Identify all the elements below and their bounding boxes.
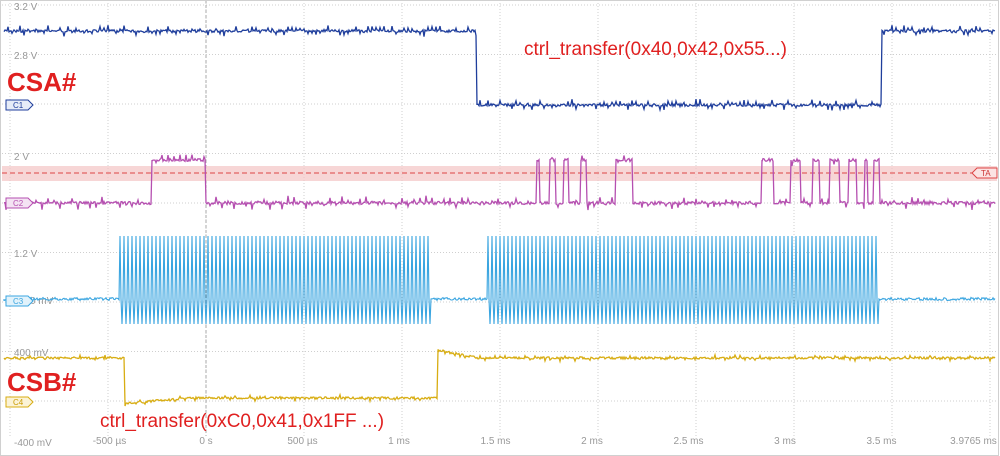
y-tick-labels: 3.2 V 2.8 V 2 V 1.2 V 0 mV 400 mV -400 m… bbox=[14, 2, 54, 449]
x-tick-label: 1.5 ms bbox=[480, 436, 510, 447]
series-ch3-trace bbox=[3, 235, 996, 325]
channel-marker-label: C4 bbox=[13, 398, 24, 407]
y-tick-label: 0 mV bbox=[30, 296, 54, 307]
traces bbox=[3, 23, 996, 407]
channel-markers: C1 C2 C3 C4 TA bbox=[5, 99, 998, 408]
y-tick-label: 1.2 V bbox=[14, 249, 38, 260]
y-tick-label: 2 V bbox=[14, 152, 29, 163]
csa-transfer-annotation: ctrl_transfer(0x40,0x42,0x55...) bbox=[524, 39, 787, 60]
annotations: CSA# CSB# ctrl_transfer(0x40,0x42,0x55..… bbox=[7, 39, 787, 432]
series-ch1-trace bbox=[3, 23, 996, 113]
channel-4-marker[interactable]: C4 bbox=[5, 396, 34, 408]
channel-marker-label: C1 bbox=[13, 101, 24, 110]
x-tick-labels: -500 µs 0 s 500 µs 1 ms 1.5 ms 2 ms 2.5 ms 3 ms… bbox=[93, 436, 997, 447]
x-tick-label: 3.5 ms bbox=[866, 436, 896, 447]
x-tick-label: 3.9765 ms bbox=[950, 436, 997, 447]
channel-3-marker[interactable]: C3 bbox=[5, 295, 34, 307]
series-ch2-trace bbox=[3, 154, 996, 211]
y-tick-label: 2.8 V bbox=[14, 51, 38, 62]
x-tick-label: 3 ms bbox=[774, 436, 796, 447]
x-tick-label: 2.5 ms bbox=[673, 436, 703, 447]
channel-marker-label: C3 bbox=[13, 297, 24, 306]
x-tick-label: 2 ms bbox=[581, 436, 603, 447]
csb-label: CSB# bbox=[7, 367, 77, 397]
csb-transfer-annotation: ctrl_transfer(0xC0,0x41,0x1FF ...) bbox=[100, 411, 384, 432]
x-tick-label: 1 ms bbox=[388, 436, 410, 447]
y-tick-label: -400 mV bbox=[14, 438, 52, 449]
x-tick-label: 500 µs bbox=[287, 436, 317, 447]
channel-1-marker[interactable]: C1 bbox=[5, 99, 34, 111]
trigger-level-band bbox=[2, 166, 997, 181]
y-tick-label: 400 mV bbox=[14, 348, 49, 359]
series-ch4-trace bbox=[3, 349, 996, 407]
trigger-marker-label: TA bbox=[981, 169, 991, 178]
y-tick-label: 3.2 V bbox=[14, 2, 38, 13]
x-tick-label: 0 s bbox=[199, 436, 212, 447]
x-tick-label: -500 µs bbox=[93, 436, 127, 447]
channel-2-marker[interactable]: C2 bbox=[5, 197, 34, 209]
channel-marker-label: C2 bbox=[13, 199, 24, 208]
csa-label: CSA# bbox=[7, 67, 77, 97]
trigger-marker[interactable]: TA bbox=[971, 167, 998, 179]
